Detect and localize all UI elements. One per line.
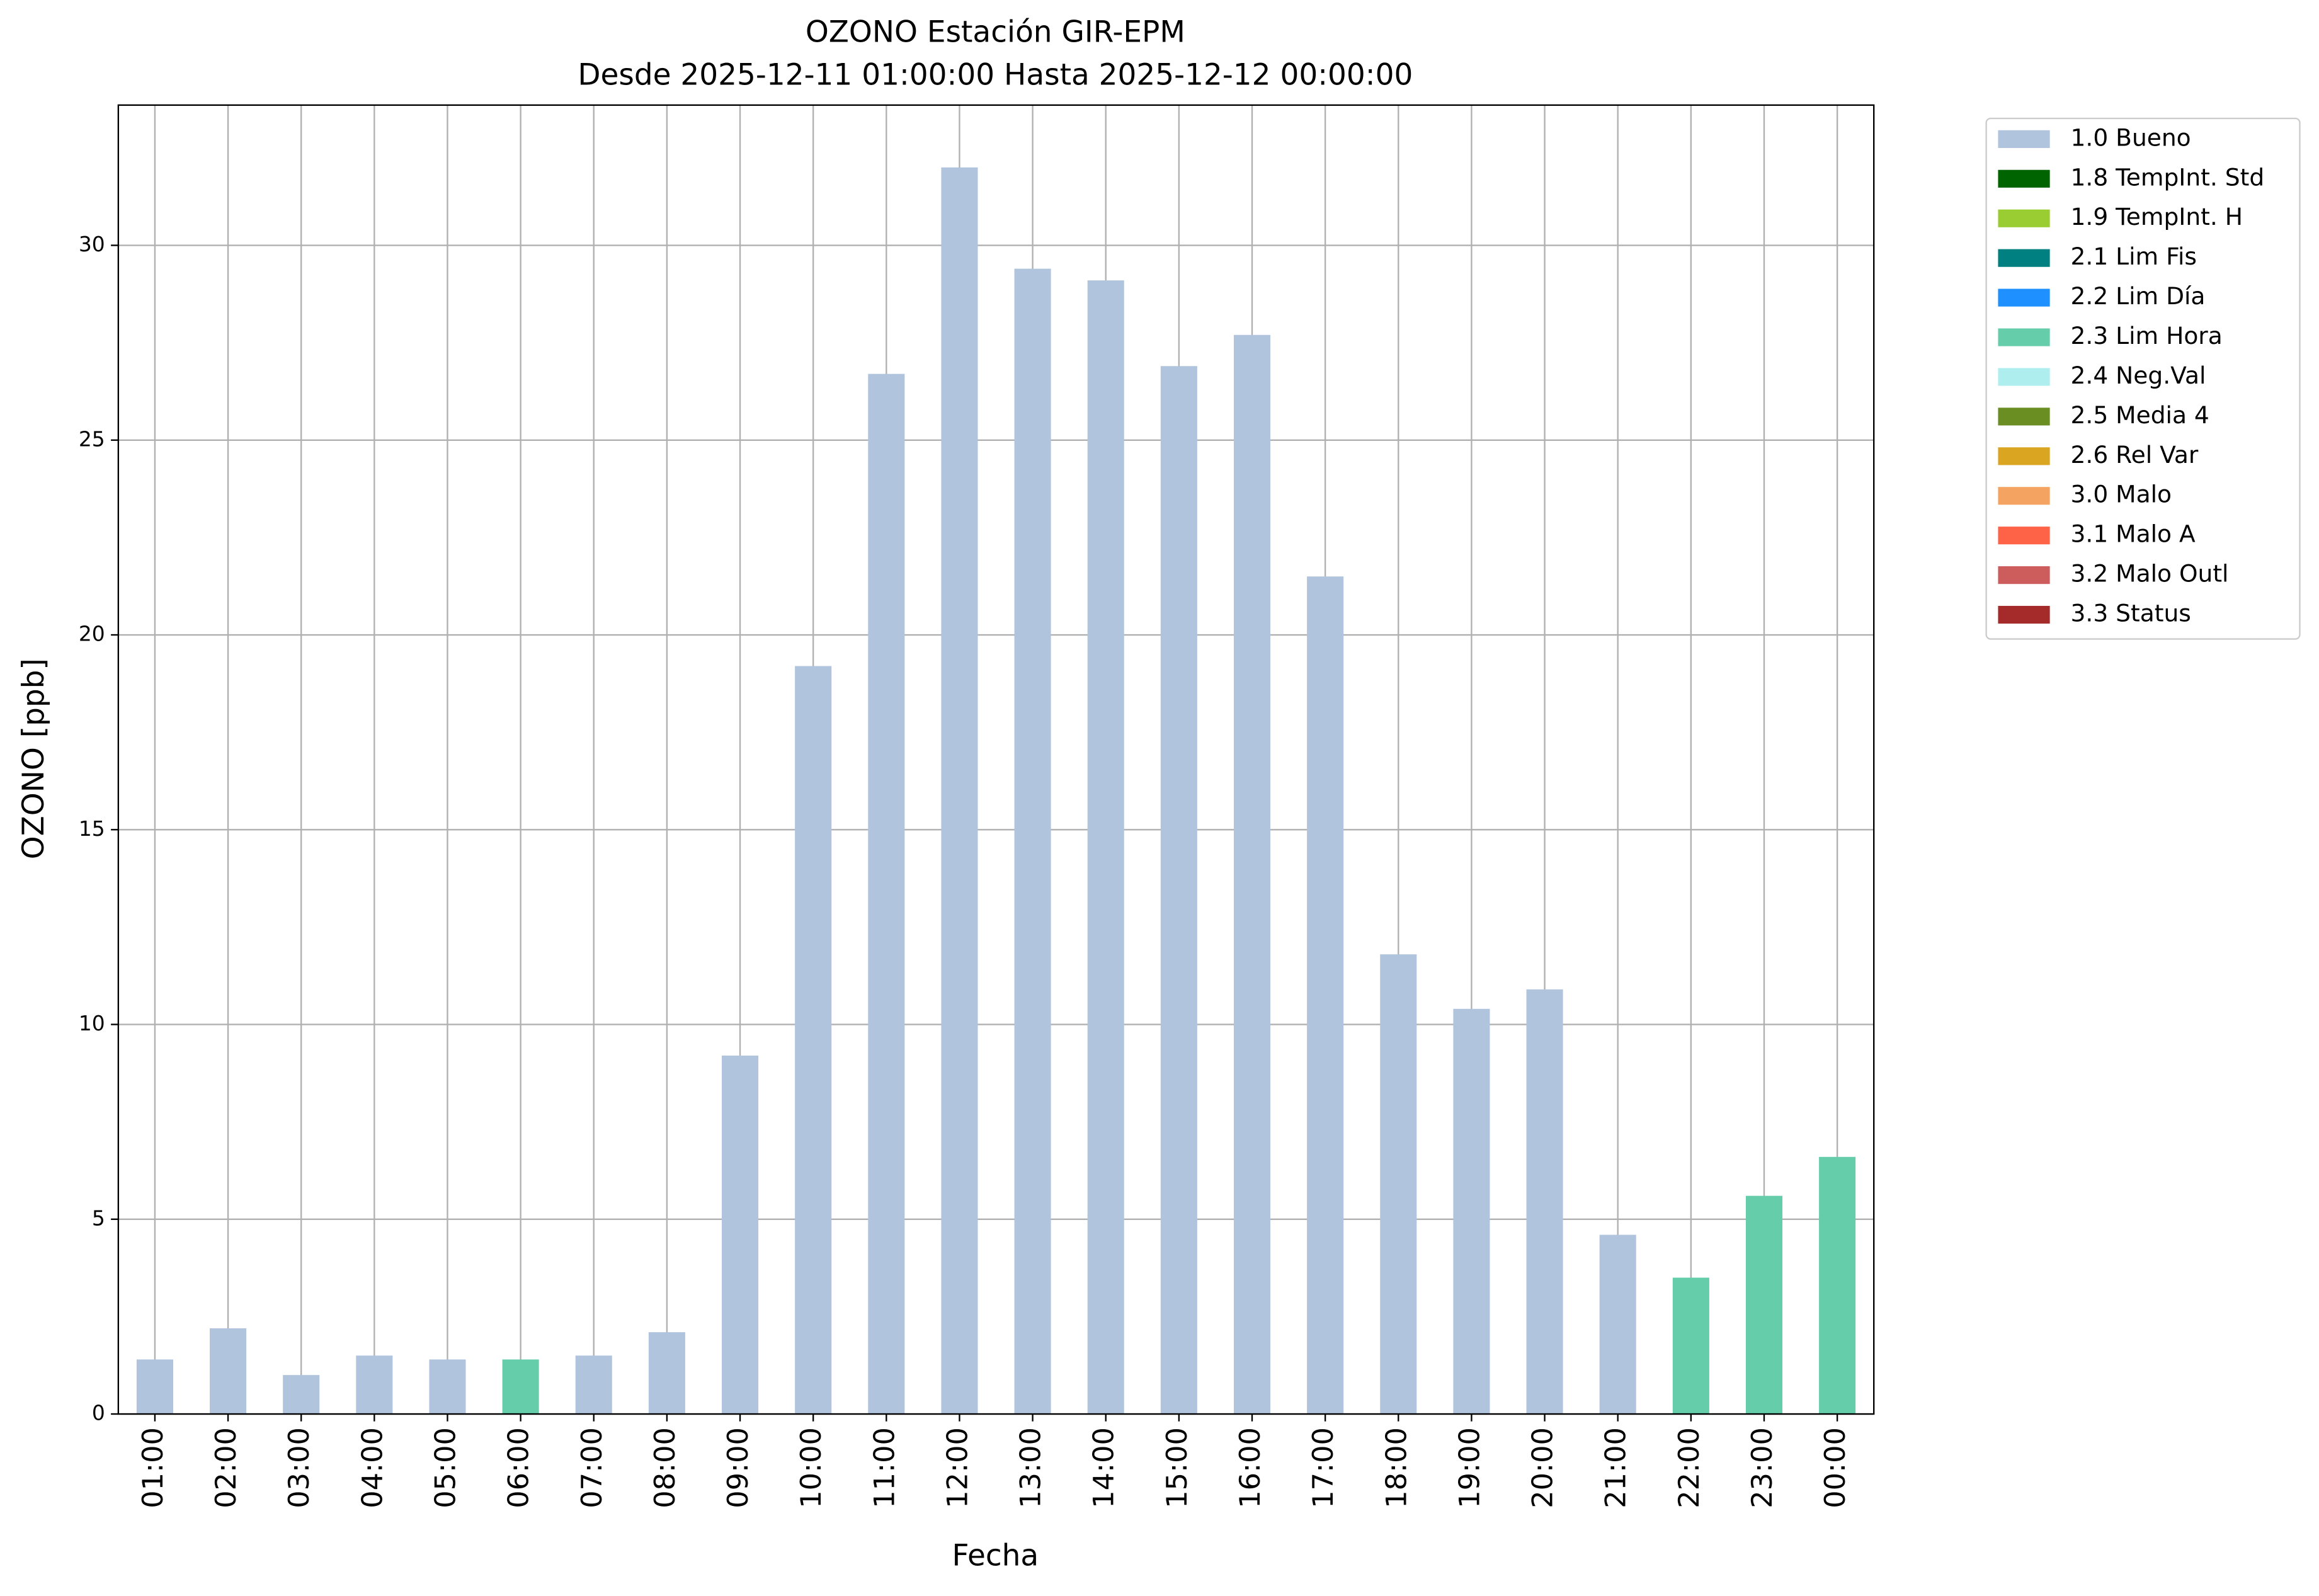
x-tick-label: 20:00: [1527, 1427, 1559, 1508]
legend-label: 3.2 Malo Outl: [2071, 560, 2229, 588]
bar: [1745, 1195, 1783, 1415]
legend-swatch: [1998, 447, 2050, 465]
bar: [1307, 576, 1344, 1415]
bar: [1672, 1277, 1709, 1415]
legend-swatch: [1998, 209, 2050, 227]
legend-swatch: [1998, 249, 2050, 267]
bar: [941, 167, 978, 1415]
legend-label: 2.6 Rel Var: [2071, 441, 2199, 469]
x-tick-label: 05:00: [429, 1427, 462, 1508]
legend-label: 2.5 Media 4: [2071, 401, 2209, 429]
legend-label: 2.1 Lim Fis: [2071, 242, 2197, 270]
x-tick-label: 16:00: [1234, 1427, 1267, 1508]
legend-swatch: [1998, 130, 2050, 148]
x-tick-label: 07:00: [576, 1427, 608, 1508]
x-tick-label: 17:00: [1307, 1427, 1340, 1508]
legend-swatch: [1998, 605, 2050, 624]
x-tick-label: 02:00: [210, 1427, 242, 1508]
legend-swatch: [1998, 487, 2050, 505]
bar: [210, 1328, 247, 1415]
legend-label: 3.1 Malo A: [2071, 520, 2196, 548]
x-tick-label: 03:00: [283, 1427, 316, 1508]
bar: [575, 1355, 612, 1415]
bar: [1599, 1234, 1636, 1415]
x-tick-label: 04:00: [356, 1427, 389, 1508]
legend-box: [1985, 117, 2301, 640]
legend-label: 2.3 Lim Hora: [2071, 322, 2223, 350]
y-tick-label: 10: [79, 1011, 105, 1035]
x-tick-label: 18:00: [1380, 1427, 1413, 1508]
x-tick-label: 21:00: [1600, 1427, 1632, 1508]
bar: [1087, 280, 1124, 1415]
x-tick-label: 23:00: [1746, 1427, 1779, 1508]
x-tick-label: 12:00: [941, 1427, 974, 1508]
legend-label: 3.0 Malo: [2071, 481, 2172, 508]
x-tick-label: 14:00: [1088, 1427, 1120, 1508]
bar: [1233, 334, 1271, 1415]
bar: [1819, 1156, 1856, 1415]
x-tick-label: 19:00: [1453, 1427, 1486, 1508]
bar: [1526, 989, 1563, 1415]
y-tick-label: 30: [79, 232, 105, 256]
legend-swatch: [1998, 169, 2050, 188]
x-tick-label: 10:00: [795, 1427, 828, 1508]
legend-label: 2.2 Lim Día: [2071, 282, 2206, 310]
x-tick-label: 01:00: [137, 1427, 169, 1508]
y-tick-label: 0: [92, 1401, 105, 1425]
legend-swatch: [1998, 328, 2050, 346]
legend-swatch: [1998, 527, 2050, 545]
legend-label: 2.4 Neg.Val: [2071, 362, 2206, 389]
plot-frame: [117, 104, 1875, 1415]
bars: [136, 167, 1856, 1415]
bar: [502, 1359, 539, 1415]
y-axis-label: OZONO [ppb]: [16, 658, 51, 859]
bar: [1453, 1008, 1490, 1415]
legend-label: 1.8 TempInt. Std: [2071, 163, 2265, 191]
bar: [283, 1375, 320, 1415]
bar: [136, 1359, 173, 1415]
x-tick-label: 06:00: [503, 1427, 535, 1508]
legend-label: 3.3 Status: [2071, 600, 2191, 627]
legend-swatch: [1998, 288, 2050, 307]
bar: [1160, 366, 1197, 1415]
y-tick-label: 20: [79, 622, 105, 646]
x-tick-label: 08:00: [649, 1427, 681, 1508]
bar: [429, 1359, 466, 1415]
x-tick-label: 13:00: [1015, 1427, 1047, 1508]
bar: [1380, 954, 1417, 1415]
legend-label: 1.9 TempInt. H: [2071, 203, 2243, 231]
legend-swatch: [1998, 368, 2050, 386]
legend-swatch: [1998, 566, 2050, 584]
x-tick-label: 00:00: [1819, 1427, 1852, 1508]
x-tick-label: 11:00: [868, 1427, 901, 1508]
bar: [868, 373, 905, 1415]
legend-swatch: [1998, 408, 2050, 426]
bar: [1014, 268, 1051, 1415]
bar: [356, 1355, 393, 1415]
ticks: 0 5 10 15 20 25 30 01:00 02:00 03:00 04:00 05:00 06:…: [79, 232, 1852, 1508]
y-tick-label: 15: [79, 816, 105, 841]
x-tick-label: 22:00: [1673, 1427, 1706, 1508]
x-tick-label: 15:00: [1161, 1427, 1194, 1508]
chart-subtitle: Desde 2025-12-11 01:00:00 Hasta 2025-12-…: [578, 58, 1413, 93]
legend-label: 1.0 Bueno: [2071, 123, 2191, 151]
bar: [795, 666, 832, 1415]
legend: 1.0 Bueno 1.8 TempInt. Std 1.9 TempInt. H 2…: [1985, 117, 2301, 640]
chart-title: OZONO Estación GIR-EPM: [806, 15, 1185, 50]
x-tick-label: 09:00: [722, 1427, 755, 1508]
x-axis-label: Fecha: [952, 1538, 1039, 1573]
y-tick-label: 25: [79, 426, 105, 451]
y-tick-label: 5: [92, 1206, 105, 1230]
bar: [648, 1332, 685, 1415]
bar: [722, 1056, 759, 1415]
